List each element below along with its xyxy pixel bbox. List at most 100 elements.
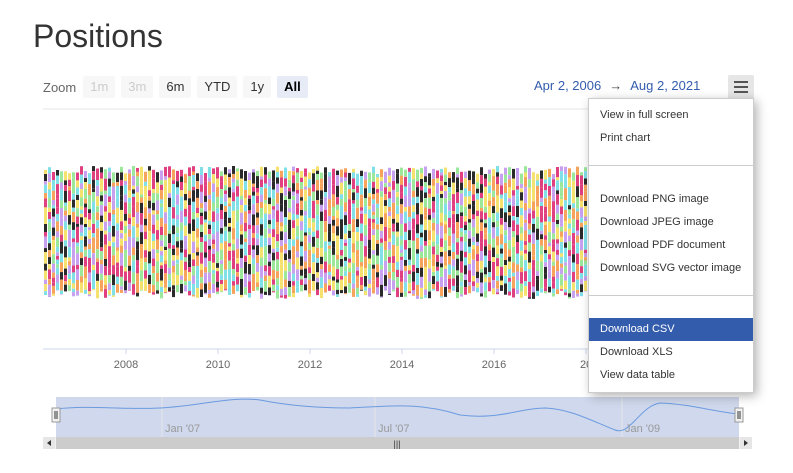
bar-segment	[584, 167, 587, 172]
zoom-6m-button[interactable]: 6m	[159, 76, 192, 98]
bar-segment	[540, 234, 543, 240]
bar-segment	[552, 288, 555, 294]
bar-segment	[216, 263, 219, 268]
bar-segment	[236, 196, 239, 207]
bar-segment	[108, 212, 111, 221]
menu-item-download-svg[interactable]: Download SVG vector image	[600, 262, 742, 274]
bar-segment	[328, 275, 331, 280]
bar-segment	[52, 293, 55, 296]
bar-segment	[228, 173, 231, 177]
bar-segment	[72, 182, 75, 194]
bar-segment	[260, 208, 263, 219]
scrollbar-right-arrow[interactable]	[740, 437, 752, 449]
bar-segment	[424, 215, 427, 220]
bar-segment	[212, 168, 215, 175]
scrollbar-left-arrow[interactable]	[43, 437, 55, 449]
to-date-input[interactable]: Aug 2, 2021	[630, 78, 701, 93]
hamburger-menu-icon[interactable]	[728, 75, 754, 99]
bar-segment	[128, 202, 131, 214]
bar-segment	[448, 200, 451, 211]
bar-segment	[172, 289, 175, 298]
bar-segment	[136, 223, 139, 228]
bar-segment	[464, 171, 467, 179]
bar-segment	[52, 208, 55, 217]
bar-segment	[404, 176, 407, 187]
bar-segment	[280, 187, 283, 194]
zoom-1m-button[interactable]: 1m	[83, 76, 116, 98]
bar-segment	[284, 217, 287, 225]
zoom-ytd-button[interactable]: YTD	[197, 76, 238, 98]
menu-item-download-xls[interactable]: Download XLS	[600, 346, 673, 358]
menu-item-download-pdf[interactable]: Download PDF document	[600, 239, 726, 251]
bar-segment	[236, 168, 239, 172]
bar-segment	[316, 238, 319, 248]
bar-segment	[148, 166, 151, 171]
bar-segment	[212, 244, 215, 249]
bar-segment	[140, 188, 143, 195]
bar-segment	[580, 184, 583, 196]
navigator-right-handle[interactable]	[734, 407, 744, 423]
bar-segment	[520, 233, 523, 241]
bar-segment	[216, 187, 219, 197]
bar-segment	[460, 212, 463, 217]
bar-segment	[44, 224, 47, 232]
bar-segment	[100, 167, 103, 173]
bar-segment	[568, 265, 571, 276]
bar-segment	[300, 285, 303, 292]
zoom-1y-button[interactable]: 1y	[243, 76, 272, 98]
bar-segment	[112, 214, 115, 218]
bar-segment	[380, 246, 383, 254]
bar-segment	[108, 268, 111, 276]
bar-segment	[440, 190, 443, 194]
bar-segment	[204, 292, 207, 295]
navigator-left-handle[interactable]	[51, 407, 61, 423]
bar-segment	[500, 224, 503, 235]
bar-segment	[280, 246, 283, 253]
from-date-input[interactable]: Apr 2, 2006	[534, 78, 602, 93]
menu-item-view-fullscreen[interactable]: View in full screen	[600, 109, 689, 121]
bar-segment	[268, 237, 271, 246]
zoom-3m-button[interactable]: 3m	[121, 76, 154, 98]
bar-segment	[284, 279, 287, 288]
menu-item-download-jpeg[interactable]: Download JPEG image	[600, 216, 714, 228]
bar-segment	[224, 194, 227, 202]
bar-segment	[248, 198, 251, 206]
menu-item-print-chart[interactable]: Print chart	[600, 132, 651, 144]
bar-segment	[184, 240, 187, 250]
bar-segment	[468, 285, 471, 294]
bar-segment	[72, 172, 75, 178]
bar-segment	[560, 267, 563, 275]
bar-segment	[52, 190, 55, 200]
bar-segment	[472, 269, 475, 276]
bar-segment	[364, 171, 367, 180]
bar-segment	[200, 224, 203, 232]
bar-segment	[232, 201, 235, 211]
menu-item-download-png[interactable]: Download PNG image	[600, 193, 709, 205]
bar-segment	[264, 265, 267, 272]
bar-segment	[444, 214, 447, 221]
scrollbar-thumb[interactable]	[56, 437, 739, 449]
bar-segment	[584, 206, 587, 217]
bar-segment	[320, 211, 323, 221]
bar-segment	[580, 217, 583, 223]
bar-segment	[524, 271, 527, 282]
bar-segment	[520, 221, 523, 227]
bar-segment	[552, 186, 555, 193]
x-tick-label: 2012	[298, 359, 322, 371]
navigator-mask[interactable]	[56, 397, 739, 437]
zoom-all-button[interactable]: All	[277, 76, 308, 98]
menu-item-view-data-table[interactable]: View data table	[600, 369, 676, 381]
bar-segment	[212, 183, 215, 192]
bar-segment	[144, 257, 147, 263]
menu-item-download-csv[interactable]: Download CSV	[589, 318, 753, 341]
bar-segment	[340, 259, 343, 267]
bar-segment	[444, 220, 447, 225]
bar-segment	[68, 273, 71, 280]
bar-segment	[240, 279, 243, 289]
bar-segment	[228, 203, 231, 207]
bar-segment	[148, 221, 151, 231]
bar-segment	[584, 171, 587, 179]
bar-segment	[88, 257, 91, 269]
scrollbar-grip[interactable]: |||	[393, 439, 400, 449]
